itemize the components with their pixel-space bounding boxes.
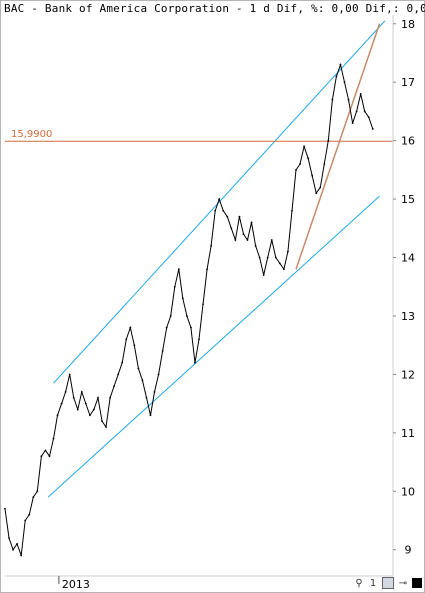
page-number: 1 xyxy=(369,577,377,589)
pin-icon[interactable]: ⊸ xyxy=(398,577,408,589)
channel-line-lower xyxy=(47,195,380,498)
y-tick-label: 15 xyxy=(401,193,415,206)
y-tick-label: 17 xyxy=(401,76,415,89)
price-series-line xyxy=(4,62,374,556)
y-tick-label: 16 xyxy=(401,135,415,148)
y-tick-label: 18 xyxy=(401,18,415,31)
chart-title: BAC - Bank of America Corporation - 1 d … xyxy=(4,2,425,15)
x-tick-label: 2013 xyxy=(62,578,90,591)
axis-layer: 9 10 11 12 13 14 15 16 17 18 2013 xyxy=(5,15,415,591)
black-square-icon[interactable] xyxy=(412,578,422,588)
price-layer xyxy=(4,62,374,557)
reference-price-label: 15,9900 xyxy=(11,129,52,140)
y-tick-label: 10 xyxy=(401,485,415,498)
filter-icon[interactable]: ⚲ xyxy=(355,577,363,589)
y-tick-label: 11 xyxy=(401,427,415,440)
y-tick-label: 13 xyxy=(401,310,415,323)
channel-line-upper xyxy=(53,20,386,384)
reference-layer: 15,9900 xyxy=(5,23,393,270)
y-tick-label: 14 xyxy=(401,252,415,265)
trend-line xyxy=(295,23,381,270)
y-tick-label: 9 xyxy=(405,544,412,557)
y-tick-label: 12 xyxy=(401,368,415,381)
document-icon[interactable] xyxy=(382,577,394,589)
bottom-toolbar: ⚲ 1 ⊸ xyxy=(354,576,422,590)
channel-layer xyxy=(47,20,386,498)
